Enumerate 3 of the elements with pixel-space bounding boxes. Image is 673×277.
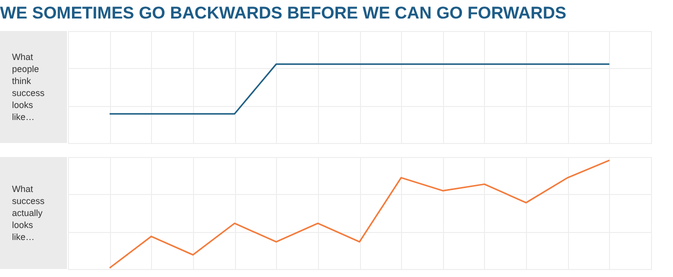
y-axis-title: What success actually looks like… — [12, 184, 46, 242]
chart-title: WE SOMETIMES GO BACKWARDS BEFORE WE CAN GO FORWARDS — [0, 4, 566, 22]
y-axis-title: What people think success looks like… — [12, 52, 46, 122]
